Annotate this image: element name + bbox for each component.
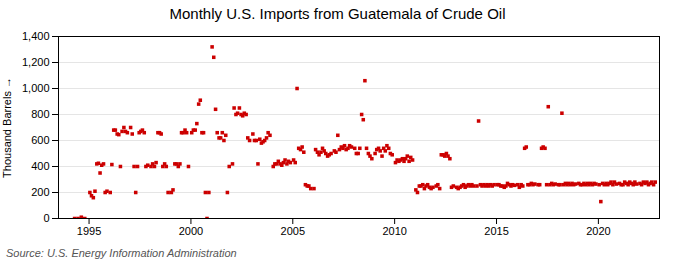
svg-text:2005: 2005	[281, 225, 305, 237]
svg-text:2010: 2010	[382, 225, 406, 237]
svg-text:800: 800	[31, 108, 49, 120]
svg-text:Thousand Barrels →: Thousand Barrels →	[1, 77, 13, 178]
svg-text:0: 0	[43, 212, 49, 224]
svg-text:1,000: 1,000	[22, 82, 50, 94]
svg-text:600: 600	[31, 134, 49, 146]
html-text:Source: U.S. Energy Informatio: Source: U.S. Energy Information Administ…	[6, 247, 237, 259]
svg-text:2015: 2015	[484, 225, 508, 237]
svg-text:1,200: 1,200	[22, 56, 50, 68]
svg-text:1995: 1995	[77, 225, 101, 237]
svg-text:1,400: 1,400	[22, 30, 50, 42]
svg-text:200: 200	[31, 186, 49, 198]
html-text:Monthly U.S. Imports from Guat: Monthly U.S. Imports from Guatemala of C…	[169, 5, 506, 22]
svg-text:400: 400	[31, 160, 49, 172]
svg-text:2000: 2000	[179, 225, 203, 237]
svg-text:2020: 2020	[586, 225, 610, 237]
